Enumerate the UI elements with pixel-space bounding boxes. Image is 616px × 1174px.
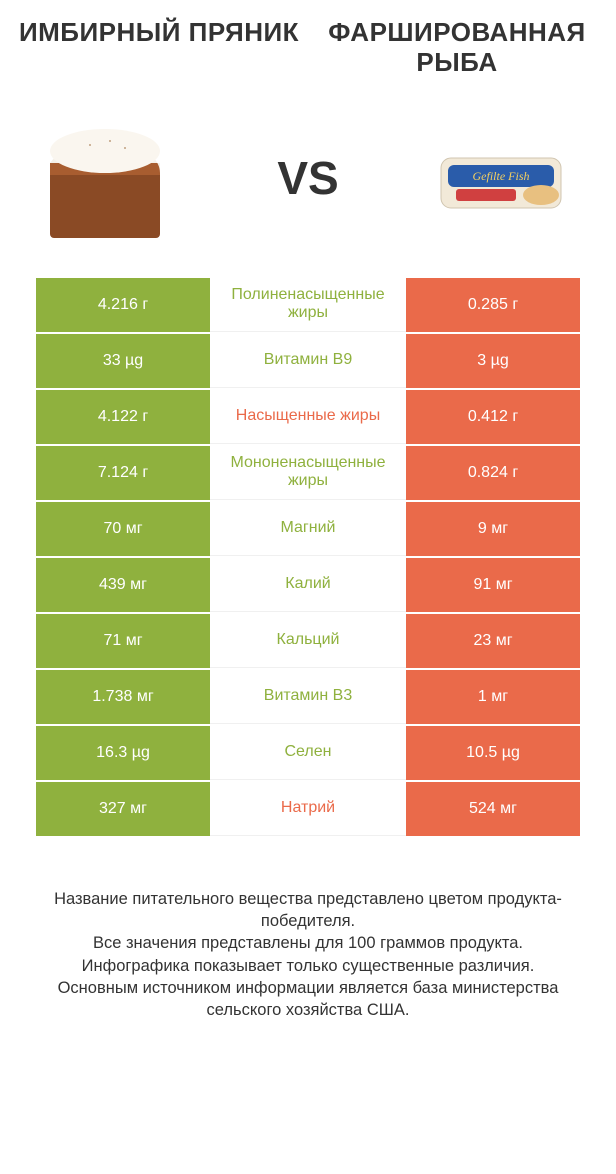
nutrient-label: Селен — [210, 726, 406, 780]
footer-notes: Название питательного вещества представл… — [0, 838, 616, 1042]
nutrient-label: Кальций — [210, 614, 406, 668]
value-right: 10.5 µg — [406, 726, 580, 780]
nutrient-label: Калий — [210, 558, 406, 612]
svg-text:Gefilte Fish: Gefilte Fish — [473, 169, 530, 183]
value-right: 0.824 г — [406, 446, 580, 500]
footer-line: Инфографика показывает только существенн… — [24, 955, 592, 977]
nutrient-label: Магний — [210, 502, 406, 556]
table-row: 71 мгКальций23 мг — [36, 614, 580, 668]
gefilte-fish-icon: Gefilte Fish — [416, 103, 586, 253]
nutrient-label: Натрий — [210, 782, 406, 836]
header: ИМБИРНЫЙ ПРЯНИК ФАРШИРОВАННАЯ РЫБА — [0, 0, 616, 88]
footer-line: Название питательного вещества представл… — [24, 888, 592, 933]
value-right: 9 мг — [406, 502, 580, 556]
nutrient-label: Витамин B9 — [210, 334, 406, 388]
value-left: 33 µg — [36, 334, 210, 388]
product-image-left — [30, 103, 200, 253]
comparison-table: 4.216 гПолиненасыщенные жиры0.285 г33 µg… — [0, 278, 616, 838]
gingerbread-icon — [30, 103, 200, 253]
value-left: 327 мг — [36, 782, 210, 836]
nutrient-label: Полиненасыщенные жиры — [210, 278, 406, 332]
value-right: 0.285 г — [406, 278, 580, 332]
product-image-right: Gefilte Fish — [416, 103, 586, 253]
header-title-right: ФАРШИРОВАННАЯ РЫБА — [308, 18, 606, 78]
nutrient-label: Насыщенные жиры — [210, 390, 406, 444]
nutrient-label: Витамин B3 — [210, 670, 406, 724]
value-left: 71 мг — [36, 614, 210, 668]
value-right: 524 мг — [406, 782, 580, 836]
value-left: 4.216 г — [36, 278, 210, 332]
table-row: 1.738 мгВитамин B31 мг — [36, 670, 580, 724]
table-row: 33 µgВитамин B93 µg — [36, 334, 580, 388]
hero-row: VS Gefilte Fish — [0, 88, 616, 278]
value-left: 1.738 мг — [36, 670, 210, 724]
value-right: 3 µg — [406, 334, 580, 388]
table-row: 327 мгНатрий524 мг — [36, 782, 580, 836]
header-title-left: ИМБИРНЫЙ ПРЯНИК — [10, 18, 308, 78]
value-left: 439 мг — [36, 558, 210, 612]
table-row: 4.122 гНасыщенные жиры0.412 г — [36, 390, 580, 444]
footer-line: Основным источником информации является … — [24, 977, 592, 1022]
value-left: 16.3 µg — [36, 726, 210, 780]
footer-line: Все значения представлены для 100 граммо… — [24, 932, 592, 954]
table-row: 16.3 µgСелен10.5 µg — [36, 726, 580, 780]
nutrient-label: Мононенасыщенные жиры — [210, 446, 406, 500]
table-row: 4.216 гПолиненасыщенные жиры0.285 г — [36, 278, 580, 332]
value-right: 1 мг — [406, 670, 580, 724]
table-row: 7.124 гМононенасыщенные жиры0.824 г — [36, 446, 580, 500]
value-right: 0.412 г — [406, 390, 580, 444]
value-right: 91 мг — [406, 558, 580, 612]
infographic-root: ИМБИРНЫЙ ПРЯНИК ФАРШИРОВАННАЯ РЫБА VS Ge… — [0, 0, 616, 1174]
table-row: 70 мгМагний9 мг — [36, 502, 580, 556]
value-left: 4.122 г — [36, 390, 210, 444]
value-right: 23 мг — [406, 614, 580, 668]
value-left: 70 мг — [36, 502, 210, 556]
table-row: 439 мгКалий91 мг — [36, 558, 580, 612]
value-left: 7.124 г — [36, 446, 210, 500]
vs-label: VS — [277, 151, 338, 205]
